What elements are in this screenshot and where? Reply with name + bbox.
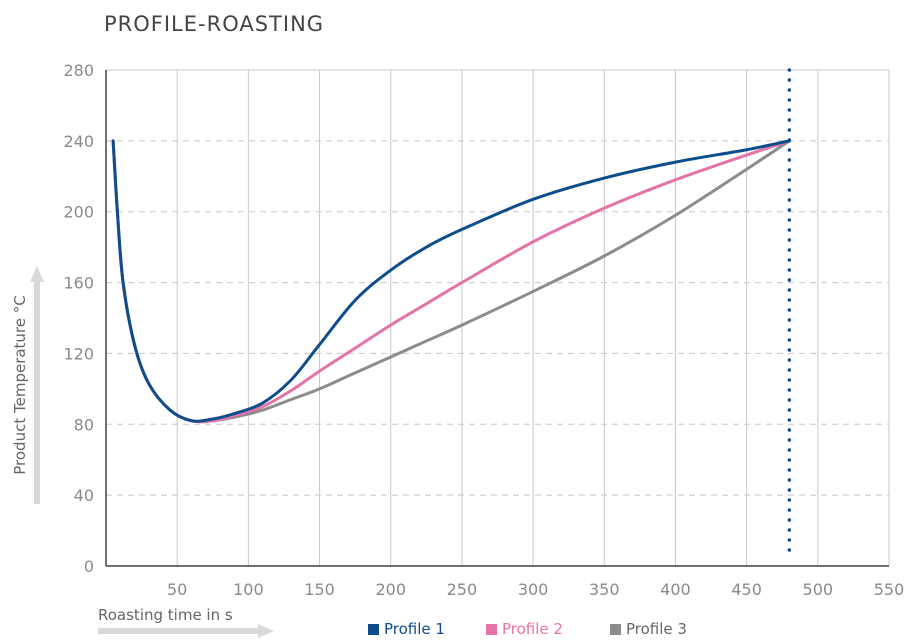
x-tick-label: 450 (731, 580, 762, 599)
y-tick-label: 40 (74, 486, 94, 505)
x-tick-label: 200 (375, 580, 406, 599)
y-tick-label: 240 (63, 132, 94, 151)
legend-item-profile-3: Profile 3 (610, 620, 687, 638)
y-tick-label: 280 (63, 61, 94, 80)
legend-swatch-profile-2 (486, 624, 497, 635)
x-tick-label: 150 (304, 580, 335, 599)
x-tick-label: 50 (167, 580, 187, 599)
legend-swatch-profile-1 (368, 624, 379, 635)
y-axis-arrow (30, 266, 44, 504)
series-lines (113, 141, 789, 422)
series-line-profile-1 (113, 141, 789, 421)
x-tick-label: 250 (447, 580, 478, 599)
x-tick-label: 400 (660, 580, 691, 599)
y-tick-label: 0 (84, 557, 94, 576)
legend-item-profile-2: Profile 2 (486, 620, 563, 638)
x-tick-label: 500 (803, 580, 834, 599)
legend-label-profile-3: Profile 3 (626, 620, 687, 638)
x-tick-label: 300 (518, 580, 549, 599)
y-axis-label: Product Temperature °C (11, 295, 29, 474)
series-line-profile-3 (113, 141, 789, 422)
legend-label-profile-2: Profile 2 (502, 620, 563, 638)
series-line-profile-2 (113, 141, 789, 422)
legend-item-profile-1: Profile 1 (368, 620, 445, 638)
y-tick-label: 200 (63, 203, 94, 222)
legend-swatch-profile-3 (610, 624, 621, 635)
y-tick-label: 160 (63, 274, 94, 293)
x-tick-label: 100 (233, 580, 264, 599)
legend-label-profile-1: Profile 1 (384, 620, 445, 638)
x-tick-label: 550 (874, 580, 905, 599)
x-tick-label: 350 (589, 580, 620, 599)
legend: Profile 1 Profile 2 Profile 3 (0, 618, 914, 640)
tick-labels: 0 40 80 120 160 200 240 280 50 100 150 200 250 300 350… (63, 61, 904, 599)
y-tick-label: 80 (74, 415, 94, 434)
y-tick-label: 120 (63, 344, 94, 363)
